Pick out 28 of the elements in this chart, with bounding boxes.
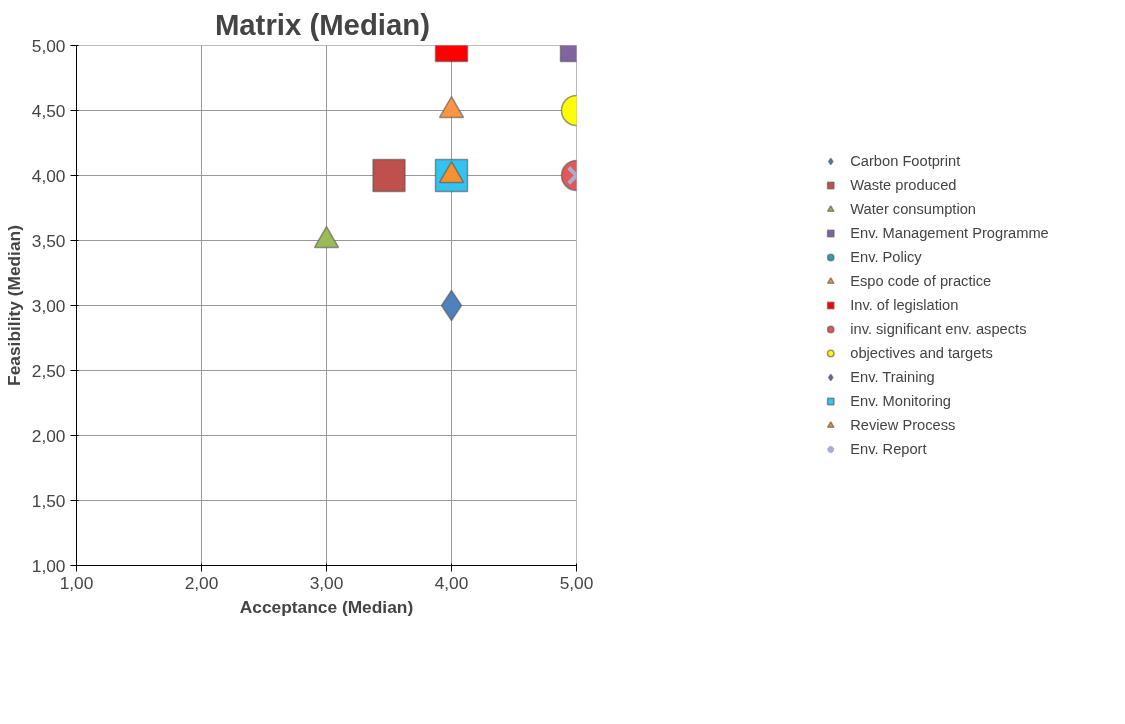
y-tick-label: 2,00 <box>31 425 66 446</box>
x-tick-label: 2,00 <box>184 572 219 593</box>
x-tick-label: 5,00 <box>559 572 594 593</box>
legend-label: Env. Policy <box>850 249 922 265</box>
legend-label: Env. Report <box>850 441 927 457</box>
legend-label: Espo code of practice <box>850 273 992 289</box>
legend-label: Water consumption <box>850 201 976 217</box>
legend-label: Env. Monitoring <box>850 393 951 409</box>
y-tick-label: 3,50 <box>31 230 66 251</box>
legend-label: Carbon Footprint <box>850 153 961 169</box>
legend-label: Env. Management Programme <box>850 225 1049 241</box>
y-tick-label: 5,00 <box>31 35 66 56</box>
y-axis-title: Feasibility (Median) <box>3 225 24 386</box>
legend-label: Inv. of legislation <box>850 297 959 313</box>
legend-label: Review Process <box>850 417 956 433</box>
y-tick-label: 2,50 <box>31 360 66 381</box>
x-tick-label: 3,00 <box>309 572 344 593</box>
y-tick-label: 3,00 <box>31 295 66 316</box>
legend-label: Env. Training <box>850 369 935 385</box>
x-tick-label: 4,00 <box>434 572 469 593</box>
x-axis-title: Acceptance (Median) <box>239 596 414 617</box>
legend-label: Waste produced <box>850 177 957 193</box>
legend-label: inv. significant env. aspects <box>850 321 1027 337</box>
y-tick-label: 1,50 <box>31 490 66 511</box>
y-tick-label: 4,00 <box>31 165 66 186</box>
legend-label: objectives and targets <box>850 345 993 361</box>
y-tick-label: 4,50 <box>31 100 66 121</box>
chart-title: Matrix (Median) <box>214 7 430 41</box>
